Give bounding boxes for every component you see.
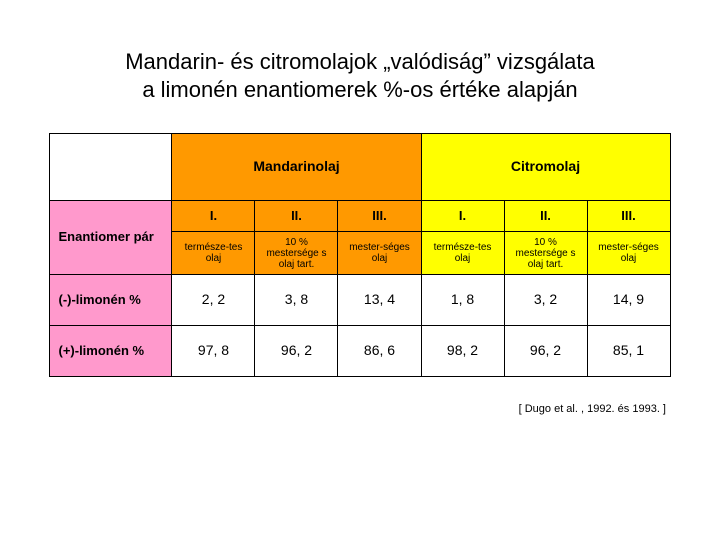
col-head: I.: [172, 201, 255, 232]
table-row: (-)-limonén % 2, 2 3, 8 13, 4 1, 8 3, 2 …: [50, 275, 670, 326]
table-row: Enantiomer pár I. II. III. I. II. III.: [50, 201, 670, 232]
table-row: (+)-limonén % 97, 8 96, 2 86, 6 98, 2 96…: [50, 326, 670, 377]
group-header-mandarin: Mandarinolaj: [172, 134, 421, 201]
slide: Mandarin- és citromolajok „valódiság” vi…: [0, 0, 720, 540]
cell: 3, 2: [504, 275, 587, 326]
slide-title: Mandarin- és citromolajok „valódiság” vi…: [40, 48, 680, 103]
col-head: III.: [338, 201, 421, 232]
cell: 3, 8: [255, 275, 338, 326]
cell: 13, 4: [338, 275, 421, 326]
rowlabel-header: Enantiomer pár: [50, 201, 172, 275]
sub-head: 10 % mestersége s olaj tart.: [255, 232, 338, 275]
col-head: I.: [421, 201, 504, 232]
corner-cell: [50, 134, 172, 201]
col-head: II.: [504, 201, 587, 232]
row-label: (+)-limonén %: [50, 326, 172, 377]
sub-head: mester-séges olaj: [587, 232, 670, 275]
group-header-citrom: Citromolaj: [421, 134, 670, 201]
cell: 2, 2: [172, 275, 255, 326]
row-label: (-)-limonén %: [50, 275, 172, 326]
cell: 86, 6: [338, 326, 421, 377]
title-line-2: a limonén enantiomerek %-os értéke alapj…: [142, 77, 577, 102]
cell: 1, 8: [421, 275, 504, 326]
cell: 85, 1: [587, 326, 670, 377]
title-line-1: Mandarin- és citromolajok „valódiság” vi…: [125, 49, 595, 74]
sub-head: 10 % mestersége s olaj tart.: [504, 232, 587, 275]
col-head: III.: [587, 201, 670, 232]
cell: 97, 8: [172, 326, 255, 377]
table-row: Mandarinolaj Citromolaj: [50, 134, 670, 201]
cell: 96, 2: [255, 326, 338, 377]
sub-head: mester-séges olaj: [338, 232, 421, 275]
cell: 96, 2: [504, 326, 587, 377]
data-table: Mandarinolaj Citromolaj Enantiomer pár I…: [49, 133, 670, 377]
citation: [ Dugo et al. , 1992. és 1993. ]: [0, 403, 666, 415]
cell: 14, 9: [587, 275, 670, 326]
col-head: II.: [255, 201, 338, 232]
cell: 98, 2: [421, 326, 504, 377]
sub-head: természe-tes olaj: [172, 232, 255, 275]
sub-head: természe-tes olaj: [421, 232, 504, 275]
